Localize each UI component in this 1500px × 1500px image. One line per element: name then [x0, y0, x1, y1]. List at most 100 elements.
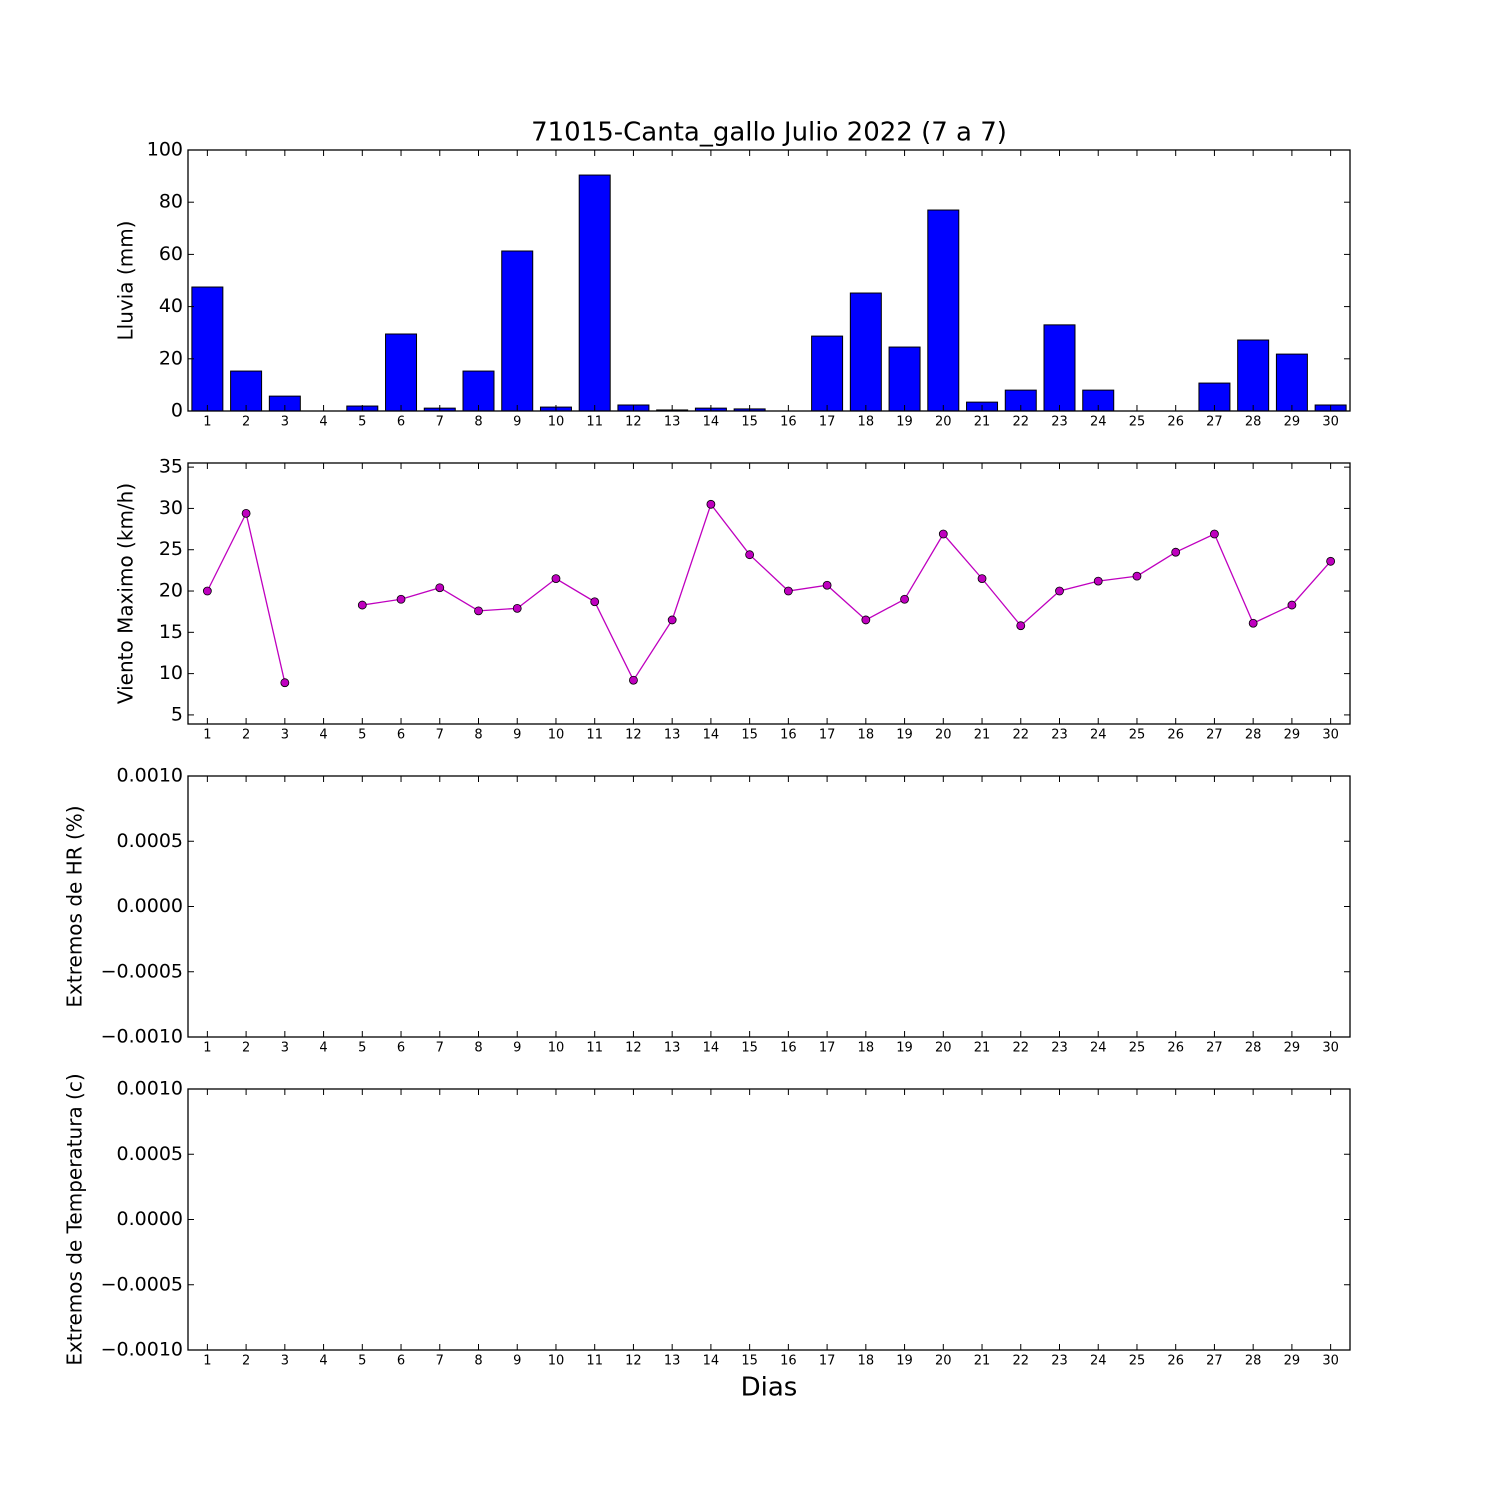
x-tick-label: 3 [281, 1354, 289, 1369]
marker [1093, 576, 1103, 586]
x-tick-label: 28 [1245, 1041, 1262, 1056]
x-tick-label: 13 [664, 1041, 681, 1056]
x-tick-label: 4 [319, 728, 327, 743]
x-tick-label: 20 [935, 728, 952, 743]
x-tick-label: 25 [1129, 1041, 1146, 1056]
x-tick-label: 3 [281, 728, 289, 743]
marker [435, 583, 445, 593]
x-tick-label: 15 [741, 1354, 758, 1369]
x-tick-label: 21 [974, 415, 991, 430]
x-tick-label: 21 [974, 1354, 991, 1369]
bar [1237, 339, 1270, 412]
x-tick-label: 25 [1129, 728, 1146, 743]
x-tick-label: 4 [319, 415, 327, 430]
y-tick-label: 20 [159, 580, 183, 602]
axes-frame [187, 149, 1351, 412]
x-tick-label: 1 [203, 728, 211, 743]
line [206, 511, 286, 683]
x-axis-label: Dias [741, 1373, 798, 1403]
x-tick-label: 22 [1012, 1041, 1029, 1056]
y-tick-label: 10 [159, 662, 183, 684]
x-tick-label: 23 [1051, 1041, 1068, 1056]
marker [1248, 618, 1258, 628]
x-tick-label: 6 [397, 1354, 405, 1369]
x-tick-label: 17 [819, 728, 836, 743]
bar [849, 292, 882, 412]
x-tick-label: 24 [1090, 1041, 1107, 1056]
bar [811, 335, 844, 412]
x-tick-label: 10 [548, 728, 565, 743]
x-tick-label: 15 [741, 1041, 758, 1056]
x-tick-label: 8 [474, 728, 482, 743]
x-tick-label: 24 [1090, 728, 1107, 743]
x-tick-label: 14 [703, 728, 720, 743]
x-tick-label: 29 [1284, 415, 1301, 430]
x-tick-label: 27 [1206, 415, 1223, 430]
x-tick-label: 20 [935, 415, 952, 430]
x-tick-label: 5 [358, 415, 366, 430]
x-tick-label: 1 [203, 1354, 211, 1369]
marker [938, 529, 948, 539]
x-tick-label: 14 [703, 1354, 720, 1369]
x-tick-label: 4 [319, 1041, 327, 1056]
marker [551, 574, 561, 584]
x-tick-label: 22 [1012, 1354, 1029, 1369]
x-tick-label: 5 [358, 1041, 366, 1056]
x-tick-label: 6 [397, 415, 405, 430]
x-tick-label: 11 [586, 1354, 603, 1369]
marker [629, 675, 638, 685]
x-tick-label: 30 [1322, 415, 1339, 430]
y-tick-label: 0.0005 [117, 1143, 183, 1165]
x-tick-label: 12 [625, 1354, 642, 1369]
y-tick-label: 100 [147, 139, 183, 161]
x-tick-label: 30 [1322, 1041, 1339, 1056]
x-tick-label: 4 [319, 1354, 327, 1369]
x-tick-label: 13 [664, 728, 681, 743]
bar [888, 346, 921, 412]
x-tick-label: 26 [1167, 415, 1184, 430]
y-tick-label: 0.0005 [117, 830, 183, 852]
x-tick-label: 26 [1167, 1041, 1184, 1056]
y-tick-label: 25 [159, 538, 183, 560]
marker [357, 600, 367, 610]
x-tick-label: 25 [1129, 1354, 1146, 1369]
y-tick-label: −0.0005 [101, 1273, 183, 1295]
x-tick-label: 29 [1284, 728, 1301, 743]
x-tick-label: 17 [819, 1041, 836, 1056]
x-tick-label: 20 [935, 1354, 952, 1369]
axes-frame [187, 775, 1351, 1038]
bar [927, 209, 960, 412]
x-tick-label: 2 [242, 1354, 250, 1369]
bar [1043, 324, 1076, 412]
x-tick-label: 3 [281, 1041, 289, 1056]
x-tick-label: 11 [586, 1041, 603, 1056]
y-tick-label: −0.0010 [101, 1026, 183, 1048]
x-tick-label: 23 [1051, 415, 1068, 430]
y-tick-label: 40 [159, 295, 183, 317]
y-tick-label: 0.0000 [117, 895, 183, 917]
x-tick-label: 25 [1129, 415, 1146, 430]
x-tick-label: 10 [548, 1354, 565, 1369]
x-tick-label: 7 [436, 415, 444, 430]
x-tick-label: 8 [474, 415, 482, 430]
axes-frame [187, 1088, 1351, 1351]
x-tick-label: 21 [974, 728, 991, 743]
marker [590, 597, 600, 607]
x-tick-label: 24 [1090, 1354, 1107, 1369]
x-tick-label: 16 [780, 1041, 797, 1056]
y-axis-label: Lluvia (mm) [114, 221, 138, 341]
bar [1275, 353, 1308, 412]
y-tick-label: 20 [159, 347, 183, 369]
x-tick-label: 23 [1051, 728, 1068, 743]
y-tick-label: −0.0010 [101, 1339, 183, 1361]
x-tick-label: 19 [896, 415, 913, 430]
x-tick-label: 21 [974, 1041, 991, 1056]
x-tick-label: 14 [703, 1041, 720, 1056]
y-axis-label: Extremos de Temperatura (c) [63, 1073, 87, 1365]
x-tick-label: 18 [858, 728, 875, 743]
x-tick-label: 12 [625, 415, 642, 430]
x-tick-label: 1 [203, 415, 211, 430]
x-tick-label: 16 [780, 1354, 797, 1369]
x-tick-label: 26 [1167, 1354, 1184, 1369]
x-tick-label: 27 [1206, 728, 1223, 743]
